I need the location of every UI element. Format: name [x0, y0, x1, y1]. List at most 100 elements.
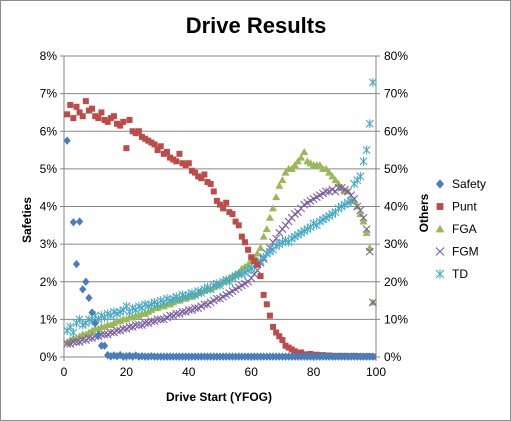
left-y-tick-label: 0% — [40, 350, 58, 364]
fgm-point — [69, 337, 78, 346]
safety-point — [369, 352, 377, 361]
safety-point — [94, 330, 102, 340]
punt-point — [85, 107, 92, 114]
safety-point — [82, 277, 90, 286]
punt-point — [148, 139, 155, 146]
fga-point — [256, 243, 265, 251]
fgm-point — [368, 298, 377, 307]
punt-point — [123, 145, 130, 152]
punt-point — [126, 116, 133, 123]
punt-point — [67, 101, 74, 108]
punt-point — [185, 160, 192, 167]
left-y-tick-label: 1% — [40, 312, 58, 326]
fga-point — [100, 322, 109, 330]
punt-legend-marker — [436, 203, 444, 210]
punt-point — [64, 111, 71, 118]
left-y-tick-label: 7% — [40, 87, 58, 101]
tick-labels: 0% 0% 1% 10% 2% 20% 3% 30% 4% 40% 5% 50% 6% 60% 7% 70% 8… — [40, 49, 409, 379]
punt-point — [238, 233, 245, 240]
left-y-tick-label: 8% — [40, 49, 58, 63]
right-y-tick-label: 0% — [384, 350, 402, 364]
fgm-point — [365, 247, 374, 256]
punt-point — [266, 312, 273, 319]
fga-point — [290, 161, 299, 169]
punt-point — [248, 254, 255, 261]
safety-point — [88, 308, 96, 317]
fga-point — [269, 204, 278, 212]
fgm-point — [156, 315, 165, 324]
fga-point — [262, 225, 271, 233]
fga-point — [359, 217, 368, 225]
x-tick-label: 60 — [245, 365, 259, 379]
fgm-point — [191, 304, 200, 313]
series-punt — [64, 98, 376, 360]
legend-item-td: TD — [435, 267, 468, 281]
fga-point — [365, 243, 374, 251]
safety-point — [79, 285, 87, 294]
punt-point — [82, 98, 89, 105]
fga-point — [315, 161, 324, 169]
punt-point — [114, 120, 121, 127]
fga-point — [144, 307, 153, 315]
punt-point — [154, 147, 161, 154]
right-y-tick-label: 50% — [384, 162, 408, 176]
safety-point — [63, 136, 71, 145]
punt-point — [276, 333, 283, 340]
left-y-tick-label: 4% — [40, 200, 58, 214]
fga-point — [356, 210, 365, 218]
fgm-point — [84, 334, 93, 343]
fgm-point — [272, 234, 281, 243]
safety-point — [110, 351, 118, 360]
td-point — [368, 77, 377, 87]
x-axis-label: Drive Start (YFOG) — [166, 390, 272, 404]
punt-point — [179, 160, 186, 167]
left-y-tick-label: 3% — [40, 237, 58, 251]
punt-point — [241, 239, 248, 246]
legend-label: Punt — [452, 200, 477, 214]
punt-point — [170, 156, 177, 163]
legend-label: Safety — [452, 177, 486, 191]
safety-point — [85, 293, 93, 303]
right-y-tick-label: 60% — [384, 124, 408, 138]
punt-point — [210, 188, 217, 195]
fgm-legend-marker — [435, 247, 445, 256]
punt-point — [101, 116, 108, 123]
legend-item-safety: Safety — [436, 177, 486, 191]
punt-point — [285, 344, 292, 351]
fgm-point — [322, 187, 331, 196]
punt-point — [79, 113, 86, 120]
legend-item-fga: FGA — [435, 222, 477, 236]
punt-point — [260, 291, 267, 298]
punt-point — [232, 218, 239, 225]
safety-point — [72, 259, 81, 269]
td-point — [362, 145, 371, 155]
fga-point — [81, 330, 90, 338]
punt-point — [223, 199, 230, 206]
right-y-tick-label: 70% — [384, 87, 408, 101]
fga-point — [75, 332, 84, 340]
fga-point — [141, 309, 150, 317]
punt-point — [157, 143, 164, 150]
fgm-point — [72, 337, 81, 346]
fga-point — [322, 164, 331, 172]
fga-point — [300, 147, 309, 155]
fgm-point — [63, 339, 72, 348]
series-safety — [63, 136, 377, 361]
fga-point — [244, 260, 253, 268]
punt-point — [251, 258, 258, 265]
fgm-point — [131, 321, 140, 330]
punt-point — [163, 148, 170, 155]
legend-label: FGM — [452, 245, 479, 259]
fgm-point — [334, 183, 343, 192]
td-point — [356, 172, 365, 181]
fgm-point — [153, 315, 162, 324]
punt-point — [120, 118, 127, 125]
punt-point — [188, 167, 195, 174]
td-point — [347, 196, 356, 206]
chart-title: Drive Results — [186, 13, 327, 38]
punt-point — [89, 105, 96, 112]
punt-point — [182, 162, 189, 169]
fgm-point — [119, 324, 128, 333]
fgm-point — [359, 213, 368, 222]
punt-point — [73, 103, 80, 110]
